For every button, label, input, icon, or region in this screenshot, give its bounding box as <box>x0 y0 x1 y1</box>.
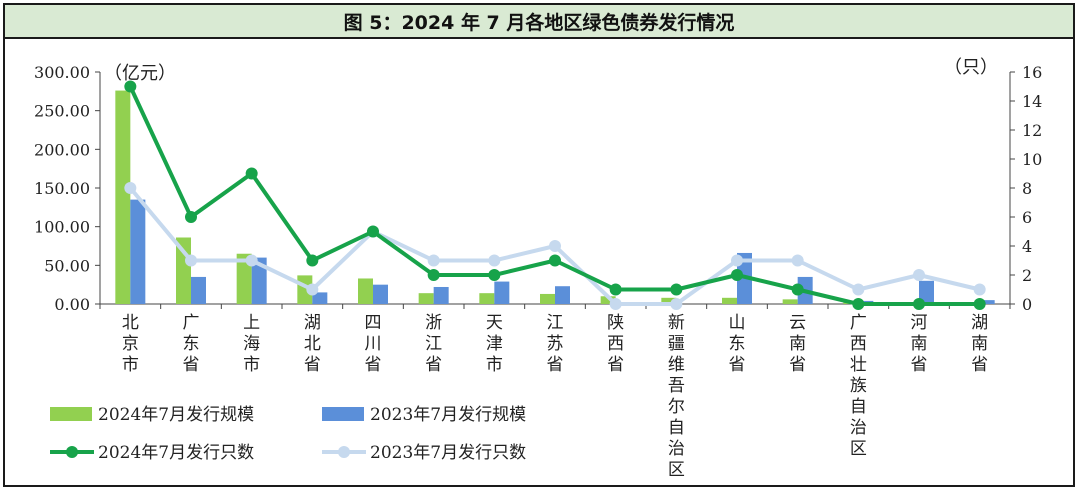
bar-2023-scale <box>191 276 206 304</box>
lines-group <box>124 80 986 310</box>
count-2023-point <box>731 254 743 267</box>
y-left-tick-label: 250.00 <box>34 102 90 121</box>
count-2024-point <box>852 298 865 310</box>
y-right-tick-label: 12 <box>1022 121 1042 140</box>
count-2024-point <box>306 254 319 267</box>
count-2023-point <box>306 283 319 296</box>
bar-2023-scale <box>919 280 934 304</box>
bar-2023-scale <box>494 281 510 304</box>
bar-2024-scale <box>358 278 373 304</box>
bars-group <box>115 90 995 304</box>
bar-2024-scale <box>661 297 677 304</box>
bar-2023-scale <box>312 292 328 304</box>
x-category-label: 湖北省 <box>304 313 321 375</box>
x-category-label: 上海市 <box>243 313 260 375</box>
legend-swatch-bar <box>322 407 364 421</box>
axes-group <box>95 71 1015 309</box>
count-2024-point <box>185 211 197 223</box>
legend-label: 2024年7月发行只数 <box>98 443 254 463</box>
count-2024-point <box>609 283 622 296</box>
legend-label: 2023年7月发行规模 <box>370 405 526 425</box>
bar-2023-scale <box>555 286 570 304</box>
x-category-label: 江苏省 <box>547 313 564 375</box>
count-2024-point <box>488 269 501 281</box>
count-2023-point <box>609 298 622 310</box>
legend-swatch-marker <box>66 446 78 458</box>
count-2024-point <box>367 225 379 238</box>
y-right-tick-label: 10 <box>1022 150 1042 169</box>
y-left-tick-label: 0.00 <box>54 295 90 314</box>
bar-2024-scale <box>540 293 555 304</box>
chart-title: 图 5：2024 年 7 月各地区绿色债券发行情况 <box>343 11 735 34</box>
y-right-tick-label: 16 <box>1022 63 1042 82</box>
y-right-tick-label: 8 <box>1022 179 1032 198</box>
y-right-tick-label: 2 <box>1022 266 1032 285</box>
count-2023-point <box>185 254 197 267</box>
y-left-tick-label: 150.00 <box>34 179 90 198</box>
bar-2024-scale <box>115 90 131 304</box>
x-category-label: 山东省 <box>729 313 746 375</box>
count-2023-point <box>913 269 925 281</box>
count-2024-point <box>245 167 258 180</box>
x-category-label: 浙江省 <box>425 313 442 375</box>
x-category-label: 湖南省 <box>971 313 988 375</box>
count-2023-point <box>852 283 865 296</box>
y-left-tick-label: 200.00 <box>34 140 90 159</box>
bar-2023-scale <box>251 257 267 304</box>
count-2024-point <box>124 80 137 93</box>
count-2024-point <box>549 254 561 267</box>
bar-2024-scale <box>600 296 616 304</box>
bar-2023-scale <box>433 286 449 304</box>
legend-label: 2024年7月发行规模 <box>98 405 254 425</box>
bar-2024-scale <box>418 293 434 304</box>
title-bar: 图 5：2024 年 7 月各地区绿色债券发行情况 <box>5 5 1073 39</box>
y-left-tick-label: 100.00 <box>34 218 90 237</box>
y-right-tick-label: 4 <box>1022 237 1032 256</box>
count-2023-point <box>488 254 501 267</box>
count-2024-point <box>731 269 743 281</box>
count-2023-point <box>791 254 804 267</box>
x-category-label: 陕西省 <box>607 313 624 375</box>
count-2023-point <box>670 298 683 310</box>
count-2024-point <box>670 283 683 296</box>
labels-group: 0.00 50.00 100.00 150.00 200.00 250.00 300.00 0… <box>34 57 1042 480</box>
x-category-label: 新疆维吾尔自治区 <box>668 313 685 480</box>
bar-2024-scale <box>782 299 798 304</box>
count-2024-point <box>973 298 986 310</box>
count-2023-point <box>427 254 440 267</box>
y-right-tick-label: 6 <box>1022 208 1032 227</box>
x-category-label: 天津市 <box>486 313 503 375</box>
legend-group: 2024年7月发行规模 2023年7月发行规模 2024年7月发行只数 2023年7月… <box>50 405 526 463</box>
count-2023-point <box>245 254 258 267</box>
bar-2024-scale <box>479 293 495 304</box>
count-2023-point <box>124 182 137 194</box>
bar-2024-scale <box>236 253 252 304</box>
x-category-label: 广东省 <box>183 313 200 375</box>
y-right-tick-label: 14 <box>1022 92 1042 111</box>
y-left-tick-label: 300.00 <box>34 63 90 82</box>
x-category-label: 云南省 <box>789 313 806 375</box>
count-2024-point <box>427 269 440 281</box>
bar-2023-scale <box>979 300 995 304</box>
y-left-tick-label: 50.00 <box>44 256 90 275</box>
legend-swatch-marker <box>338 446 350 458</box>
x-category-label: 河南省 <box>911 313 928 375</box>
x-category-label: 广西壮族自治区 <box>850 313 867 459</box>
y-right-tick-label: 0 <box>1022 295 1032 314</box>
legend-swatch-bar <box>50 407 92 421</box>
count-2023-point <box>549 240 561 252</box>
count-2024-point <box>913 298 925 310</box>
bar-2023-scale <box>373 284 388 304</box>
y-left-unit-label: （亿元） <box>104 63 176 84</box>
bar-2024-scale <box>722 297 737 304</box>
x-category-label: 四川省 <box>365 313 382 375</box>
x-category-label: 北京市 <box>122 313 139 375</box>
count-2023-point <box>973 283 986 296</box>
bar-2023-scale <box>130 199 146 304</box>
count-2024-point <box>791 283 804 296</box>
legend-label: 2023年7月发行只数 <box>370 443 526 463</box>
y-right-unit-label: （只） <box>944 57 998 78</box>
